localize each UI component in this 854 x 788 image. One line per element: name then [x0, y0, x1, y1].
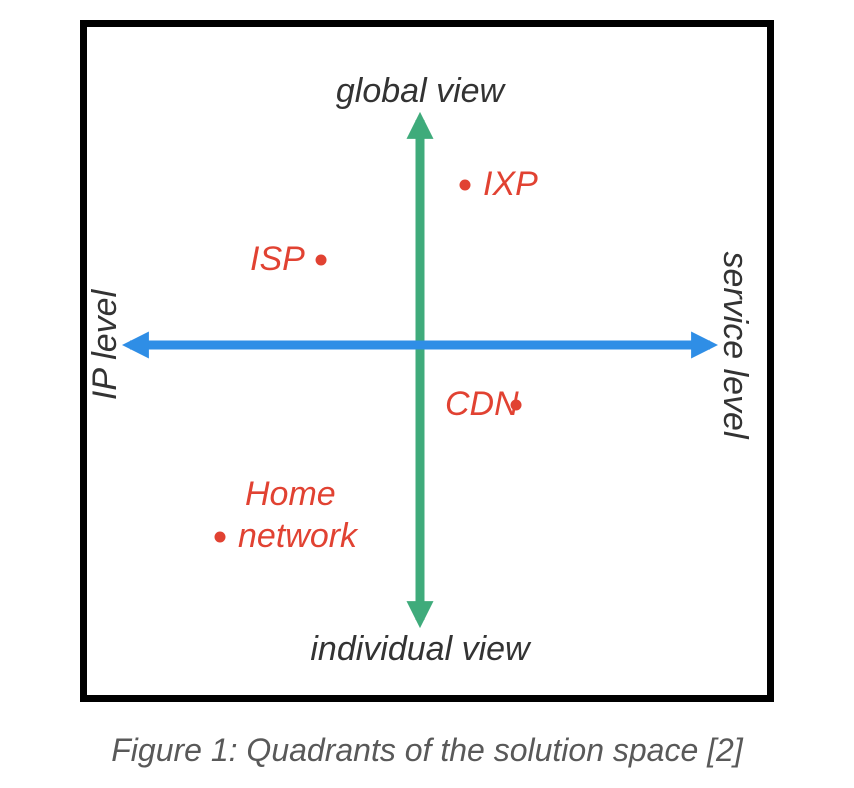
axis-label-bottom: individual view: [310, 630, 532, 668]
axis-label-top: global view: [336, 72, 507, 110]
point-home-bullet: [215, 532, 226, 543]
quadrant-diagram: global view individual view IP level servic…: [87, 27, 767, 695]
point-home-label2: network: [238, 517, 359, 555]
axis-label-left: IP level: [87, 288, 124, 400]
point-isp-bullet: [316, 255, 327, 266]
point-home-label1: Home: [245, 475, 336, 513]
point-ixp-bullet: [460, 180, 471, 191]
point-isp-label: ISP: [250, 240, 305, 278]
point-ixp-label: IXP: [483, 165, 538, 203]
point-cdn-label: CDN: [445, 385, 519, 423]
figure: global view individual view IP level servic…: [0, 0, 854, 788]
diagram-box: global view individual view IP level servic…: [80, 20, 774, 702]
point-cdn-bullet: [511, 400, 522, 411]
figure-caption: Figure 1: Quadrants of the solution spac…: [0, 732, 854, 769]
axis-label-right: service level: [716, 251, 754, 440]
